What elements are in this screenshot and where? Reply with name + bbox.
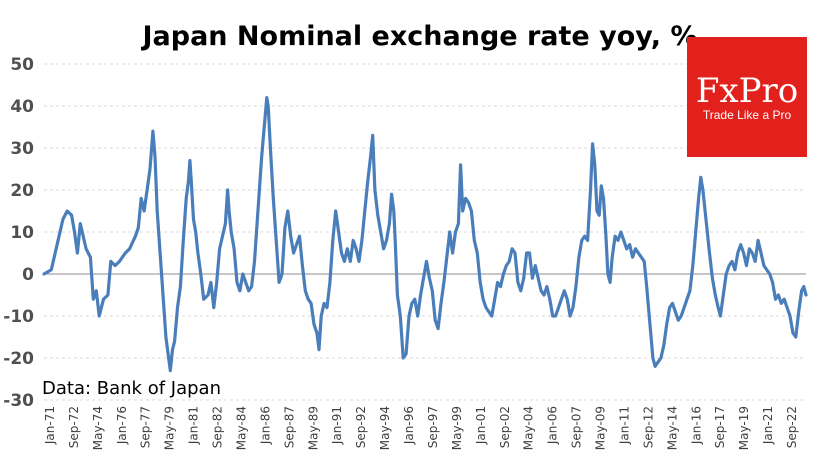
y-tick-label: -10 (3, 307, 34, 327)
x-tick-label: May-89 (306, 406, 320, 450)
x-tick-label: May-04 (522, 406, 536, 450)
y-tick-label: -20 (3, 349, 34, 369)
x-tick-label: Jan-81 (187, 406, 201, 445)
x-axis-ticks: Jan-71 Sep-72 May-74 Jan-76 Sep-77 May-79 Jan-… (43, 406, 799, 450)
x-tick-label: May-79 (163, 406, 177, 450)
series-line (42, 96, 808, 373)
y-tick-label: 40 (10, 97, 34, 117)
x-tick-label: Sep-97 (426, 406, 440, 448)
y-tick-label: 30 (10, 139, 34, 159)
x-tick-label: Sep-17 (713, 406, 727, 448)
x-tick-label: May-94 (378, 406, 392, 450)
x-tick-label: May-84 (235, 406, 249, 450)
x-tick-label: Jan-21 (761, 406, 775, 445)
x-tick-label: Jan-91 (330, 406, 344, 445)
x-tick-label: May-09 (594, 406, 608, 450)
x-tick-label: Sep-82 (211, 406, 225, 448)
y-tick-label: 50 (10, 55, 34, 75)
x-tick-label: Sep-72 (67, 406, 81, 448)
x-tick-label: Jan-71 (43, 406, 57, 445)
x-tick-label: Jan-86 (258, 406, 272, 445)
fxpro-logo: FxPro Trade Like a Pro (687, 37, 807, 157)
series-layer (42, 96, 808, 373)
logo-background (687, 37, 807, 157)
y-tick-label: 20 (10, 181, 34, 201)
x-tick-label: Sep-12 (641, 406, 655, 448)
x-tick-label: Sep-07 (570, 406, 584, 448)
x-tick-label: Sep-77 (139, 406, 153, 448)
y-tick-label: 0 (22, 265, 34, 285)
x-tick-label: May-99 (450, 406, 464, 450)
x-tick-label: Sep-87 (282, 406, 296, 448)
x-tick-label: Sep-92 (354, 406, 368, 448)
x-tick-label: Jan-76 (115, 406, 129, 445)
x-tick-label: Jan-01 (474, 406, 488, 445)
logo-name: FxPro (696, 71, 798, 111)
x-tick-label: Jan-06 (546, 406, 560, 445)
x-tick-label: Jan-11 (618, 406, 632, 445)
y-tick-label: 10 (10, 223, 34, 243)
x-tick-label: Sep-02 (498, 406, 512, 448)
logo-tagline: Trade Like a Pro (703, 108, 792, 122)
x-tick-label: May-74 (91, 406, 105, 450)
source-note: Data: Bank of Japan (42, 378, 221, 399)
x-tick-label: Sep-22 (785, 406, 799, 448)
x-tick-label: May-19 (737, 406, 751, 450)
x-tick-label: May-14 (665, 406, 679, 450)
x-tick-label: Jan-96 (402, 406, 416, 445)
x-tick-label: Jan-16 (689, 406, 703, 445)
y-tick-label: -30 (3, 391, 34, 411)
y-axis-ticks: -30 -20 -10 0 10 20 30 40 50 (3, 55, 34, 411)
chart-title: Japan Nominal exchange rate yoy, % (140, 21, 697, 52)
